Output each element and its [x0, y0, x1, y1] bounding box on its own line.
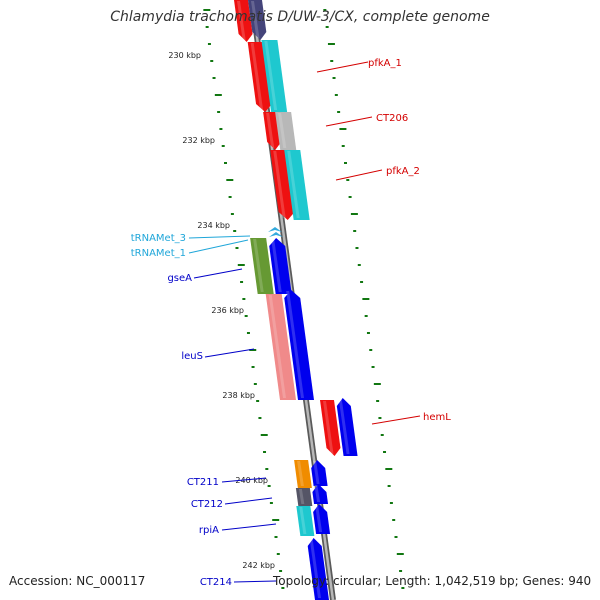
gene-blue-1-shade	[271, 239, 282, 292]
trna-chevron-1	[268, 227, 282, 232]
gene-features	[234, 0, 358, 600]
gene-red-3-shade	[273, 151, 286, 218]
gene-label-pfkA_1: pfkA_1	[368, 58, 402, 69]
scale-label-240: 240 kbp	[235, 476, 268, 485]
topology-summary: Topology: circular; Length: 1,042,519 bp…	[273, 574, 592, 588]
gene-label-tRNAMet_3: tRNAMet_3	[131, 233, 186, 244]
gene-CT211-bar-shade	[297, 461, 304, 486]
gene-label-CT212: CT212	[191, 499, 223, 510]
gene-pfkA_2	[284, 150, 310, 220]
gene-leuS	[265, 294, 296, 400]
scale-label-236: 236 kbp	[211, 306, 244, 315]
tick-dots	[203, 9, 405, 589]
gene-gseA-shade	[253, 239, 264, 292]
trna-chevron-2	[269, 232, 283, 237]
gene-red-4	[320, 400, 341, 456]
gene-label-rpiA: rpiA	[199, 525, 219, 536]
accession-text: Accession: NC_000117	[9, 574, 146, 588]
gene-CT211-shade	[313, 461, 320, 484]
gene-label-CT206: CT206	[376, 113, 408, 124]
gene-red-top	[234, 0, 253, 42]
gene-rpiA-bar-shade	[299, 507, 307, 534]
gene-CT212-bar	[295, 488, 313, 506]
gene-gseA	[250, 238, 274, 294]
gene-CT206-shade	[278, 113, 287, 148]
genome-title: Chlamydia trachomatis D/UW-3/CX, complet…	[110, 9, 490, 25]
gene-label-tRNAMet_1: tRNAMet_1	[131, 248, 186, 259]
gene-CT212-shade	[314, 485, 321, 502]
gene-label-pfkA_2: pfkA_2	[386, 166, 420, 177]
scale-label-232: 232 kbp	[182, 136, 215, 145]
gene-label-hemL: hemL	[423, 412, 451, 423]
gene-CT214	[307, 538, 329, 600]
scale-label-242: 242 kbp	[242, 561, 275, 570]
gene-purple-top-shade	[251, 1, 260, 38]
gene-red-top-shade	[237, 1, 246, 40]
gene-rpiA	[313, 504, 331, 534]
gene-rpiA-bar	[296, 506, 315, 536]
scale-label-238: 238 kbp	[222, 391, 255, 400]
gene-label-CT214: CT214	[200, 577, 232, 588]
gene-label-CT211: CT211	[187, 477, 219, 488]
scale-label-234: 234 kbp	[197, 221, 230, 230]
gene-CT206	[275, 112, 297, 150]
gene-blue-2	[284, 290, 314, 400]
gene-CT212-bar-shade	[298, 489, 305, 504]
leader-lines	[188, 61, 421, 583]
gene-pfkA_1	[261, 40, 288, 112]
gene-red-4-shade	[323, 401, 334, 454]
gene-hemL-shade	[338, 399, 350, 454]
gene-CT211-bar	[294, 460, 312, 488]
gene-rpiA-shade	[315, 505, 323, 532]
gene-hemL	[336, 398, 358, 456]
gene-label-leuS: leuS	[181, 351, 203, 362]
gene-red-2-shade	[266, 113, 275, 148]
gene-labels: pfkA_1 CT206 pfkA_2 tRNAMet_3 tRNAMet_1 …	[131, 58, 451, 588]
gene-purple-top	[248, 0, 267, 40]
gene-leuS-shade	[268, 295, 286, 398]
gene-CT214-shade	[309, 539, 321, 598]
gene-blue-1	[269, 238, 292, 294]
gene-CT212	[312, 484, 329, 504]
gene-label-gseA: gseA	[167, 273, 192, 284]
gene-CT211	[311, 460, 328, 486]
scale-label-230: 230 kbp	[168, 51, 201, 60]
gene-pfkA_2-shade	[287, 151, 300, 218]
gene-pfkA_1-shade	[264, 41, 278, 110]
scale-labels: 230 kbp 232 kbp 234 kbp 236 kbp 238 kbp …	[168, 51, 275, 570]
gene-red-1-shade	[250, 43, 264, 110]
gene-blue-2-shade	[286, 291, 304, 398]
